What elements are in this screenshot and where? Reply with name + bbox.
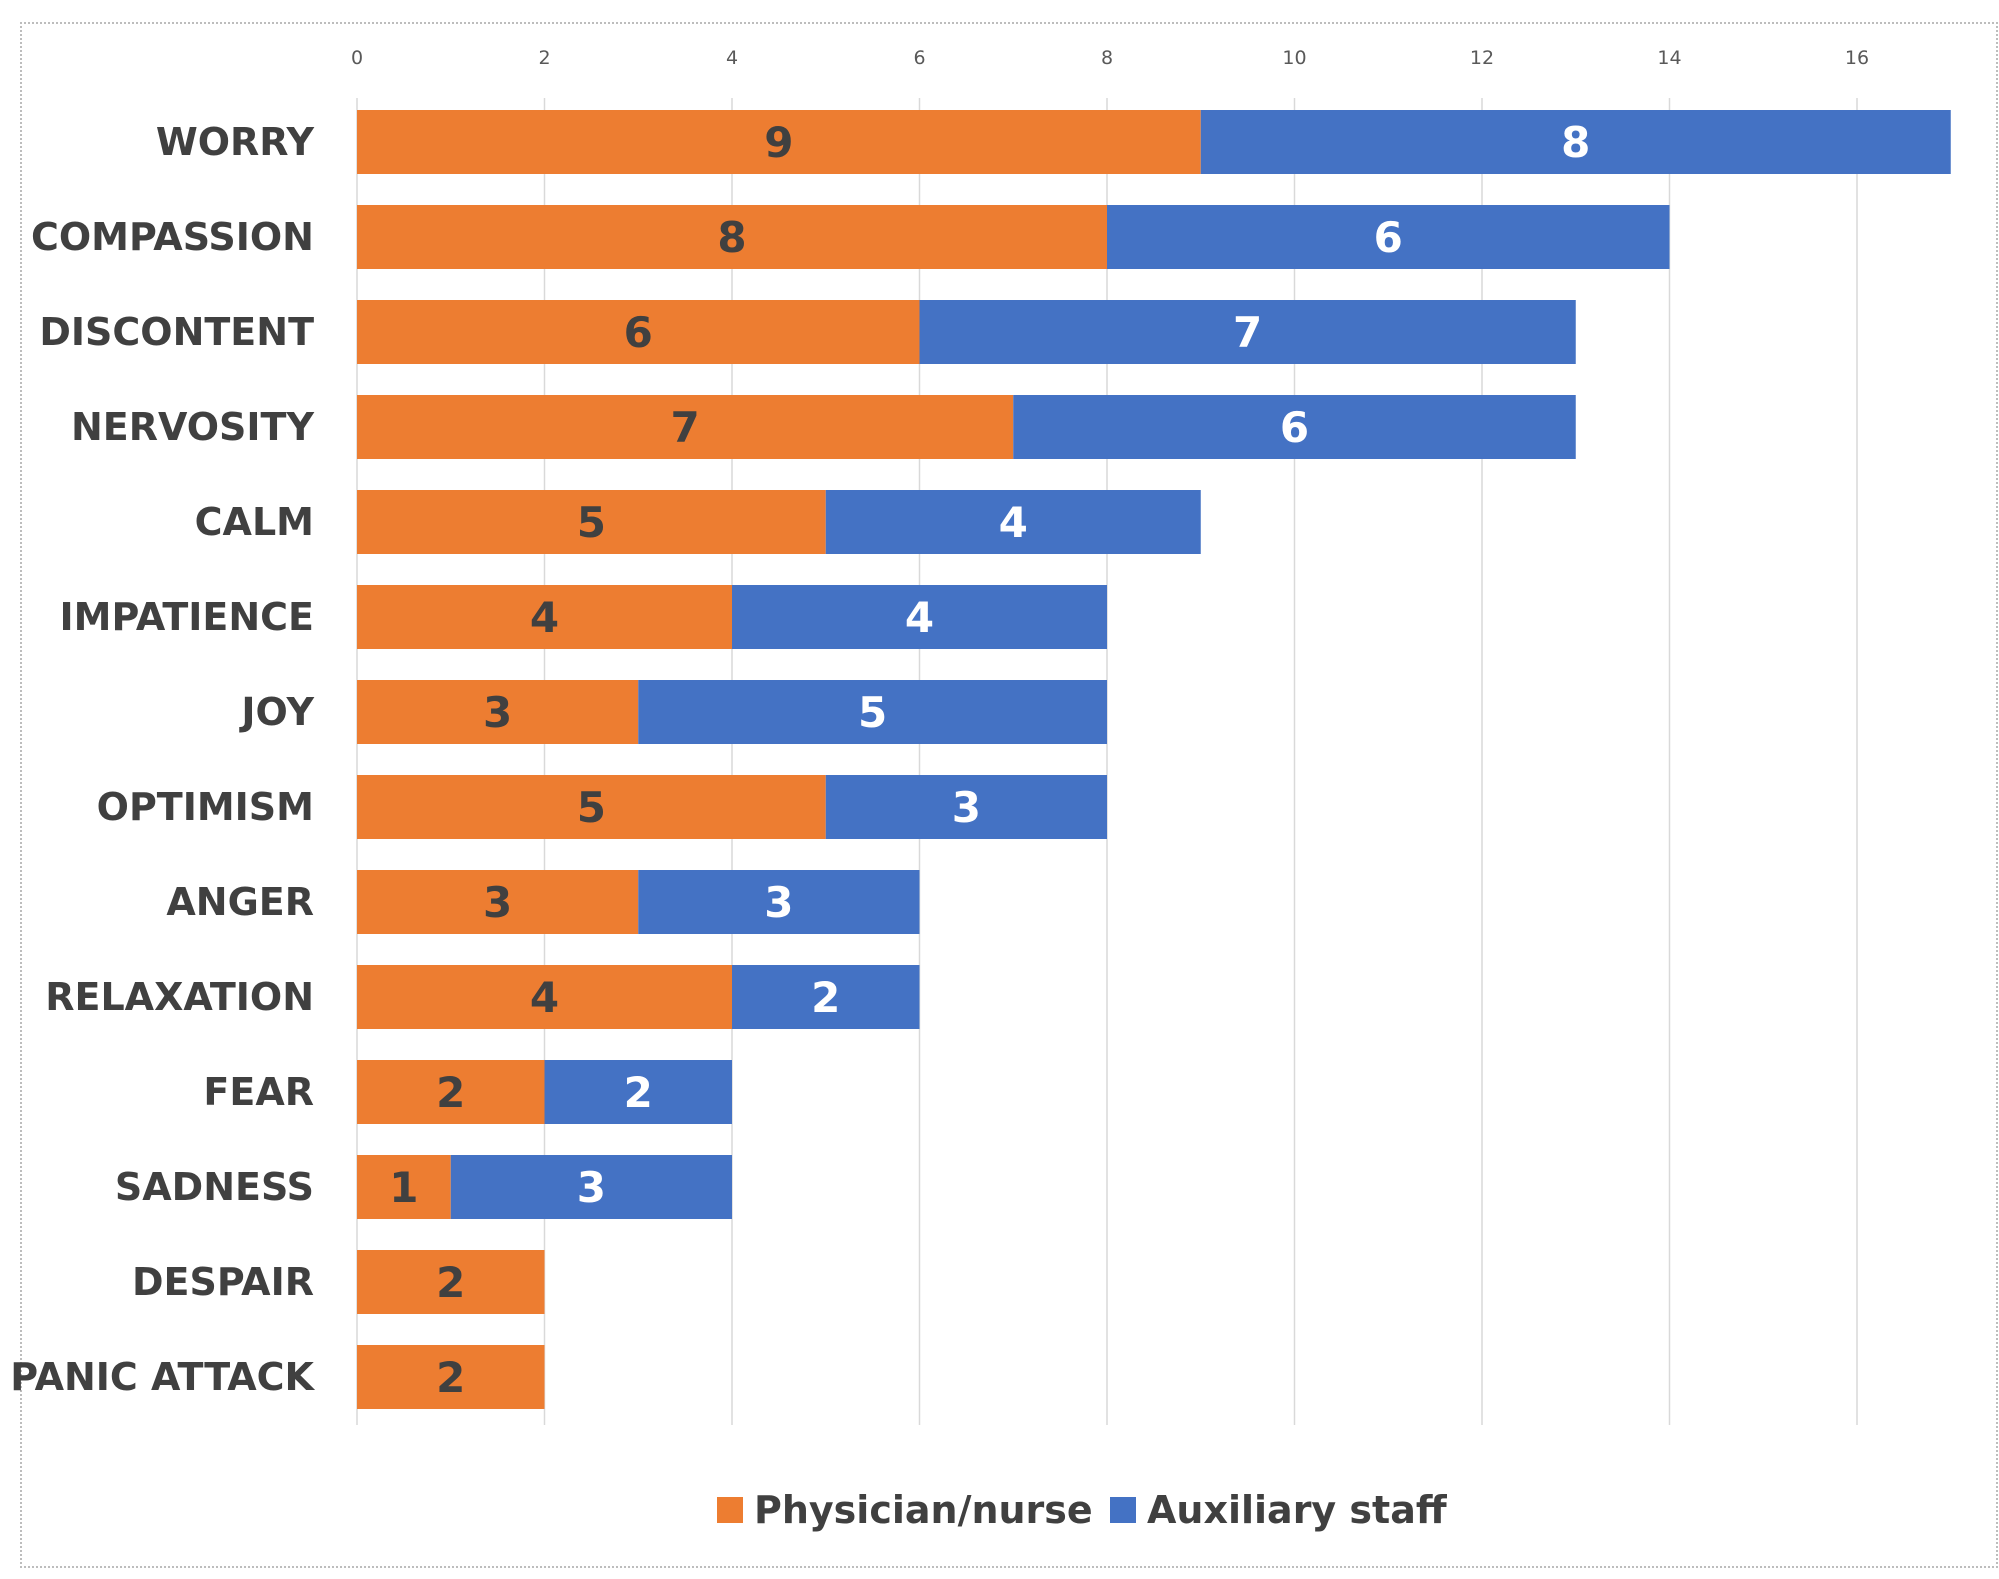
value-label-nervosity-auxiliary-staff: 6 (1280, 403, 1309, 452)
value-label-calm-auxiliary-staff: 4 (999, 498, 1028, 547)
x-axis-ticks: 0 2 4 6 8 10 12 14 16 (351, 47, 1869, 69)
x-tick-label-6: 6 (913, 47, 925, 69)
value-label-discontent-physician-nurse: 6 (624, 308, 653, 357)
value-label-compassion-auxiliary-staff: 6 (1374, 213, 1403, 262)
category-label-despair: DESPAIR (132, 1260, 314, 1304)
category-label-fear: FEAR (203, 1070, 314, 1114)
category-label-panic-attack: PANIC ATTACK (10, 1355, 315, 1399)
legend-label-auxiliary-staff[interactable]: Auxiliary staff (1147, 1488, 1448, 1532)
bar-optimism-auxiliary-staff (825, 775, 1107, 839)
legend[interactable]: Physician/nurse Auxiliary staff (717, 1488, 1448, 1532)
bar-discontent-physician-nurse (357, 300, 920, 364)
bar-sadness-auxiliary-staff (450, 1155, 732, 1219)
bar-relaxation-auxiliary-staff (732, 965, 920, 1029)
bar-worry-physician-nurse (357, 110, 1201, 174)
legend-label-physician-nurse[interactable]: Physician/nurse (754, 1488, 1093, 1532)
gridlines (356, 98, 1858, 1425)
x-tick-label-8: 8 (1101, 47, 1113, 69)
value-label-despair-physician-nurse: 2 (436, 1258, 465, 1307)
value-label-impatience-physician-nurse: 4 (530, 593, 559, 642)
bar-calm-physician-nurse (357, 490, 826, 554)
category-label-discontent: DISCONTENT (39, 310, 314, 354)
bars (357, 110, 1951, 1409)
bar-impatience-physician-nurse (357, 585, 732, 649)
bar-optimism-physician-nurse (357, 775, 826, 839)
value-label-worry-auxiliary-staff: 8 (1561, 118, 1590, 167)
bar-nervosity-auxiliary-staff (1013, 395, 1576, 459)
x-tick-label-0: 0 (351, 47, 363, 69)
legend-swatch-physician-nurse[interactable] (717, 1497, 743, 1523)
bar-nervosity-physician-nurse (357, 395, 1014, 459)
value-label-anger-auxiliary-staff: 3 (764, 878, 793, 927)
category-label-impatience: IMPATIENCE (60, 595, 314, 639)
value-label-compassion-physician-nurse: 8 (717, 213, 746, 262)
category-label-anger: ANGER (166, 880, 314, 924)
bar-panic-attack-physician-nurse (357, 1345, 545, 1409)
bar-despair-physician-nurse (357, 1250, 545, 1314)
bar-compassion-auxiliary-staff (1107, 205, 1670, 269)
x-tick-label-12: 12 (1470, 47, 1494, 69)
value-label-optimism-auxiliary-staff: 3 (952, 783, 981, 832)
value-label-discontent-auxiliary-staff: 7 (1233, 308, 1262, 357)
value-label-sadness-auxiliary-staff: 3 (577, 1163, 606, 1212)
bar-compassion-physician-nurse (357, 205, 1107, 269)
bar-fear-auxiliary-staff (544, 1060, 732, 1124)
bar-calm-auxiliary-staff (825, 490, 1201, 554)
x-tick-label-10: 10 (1282, 47, 1306, 69)
category-label-compassion: COMPASSION (31, 215, 314, 259)
bar-fear-physician-nurse (357, 1060, 545, 1124)
value-label-fear-physician-nurse: 2 (436, 1068, 465, 1117)
category-labels: WORRY COMPASSION DISCONTENT NERVOSITY CALM IM… (10, 120, 315, 1399)
bar-worry-auxiliary-staff (1200, 110, 1951, 174)
category-label-calm: CALM (195, 500, 314, 544)
category-label-relaxation: RELAXATION (45, 975, 314, 1019)
value-label-relaxation-auxiliary-staff: 2 (811, 973, 840, 1022)
value-label-sadness-physician-nurse: 1 (389, 1163, 418, 1212)
value-label-joy-auxiliary-staff: 5 (858, 688, 887, 737)
x-tick-label-16: 16 (1845, 47, 1869, 69)
category-label-optimism: OPTIMISM (97, 785, 314, 829)
value-label-nervosity-physician-nurse: 7 (671, 403, 700, 452)
x-tick-label-2: 2 (538, 47, 550, 69)
bar-relaxation-physician-nurse (357, 965, 732, 1029)
value-label-calm-physician-nurse: 5 (577, 498, 606, 547)
value-labels: 9 88 66 77 65 44 43 55 33 34 22 21 322 (389, 118, 1590, 1402)
category-label-joy: JOY (238, 690, 314, 734)
bar-sadness-physician-nurse (357, 1155, 451, 1219)
value-label-joy-physician-nurse: 3 (483, 688, 512, 737)
value-label-worry-physician-nurse: 9 (764, 118, 793, 167)
category-label-worry: WORRY (156, 120, 315, 164)
bar-joy-auxiliary-staff (638, 680, 1107, 744)
category-label-sadness: SADNESS (115, 1165, 314, 1209)
bar-discontent-auxiliary-staff (919, 300, 1576, 364)
value-label-fear-auxiliary-staff: 2 (624, 1068, 653, 1117)
value-label-optimism-physician-nurse: 5 (577, 783, 606, 832)
x-tick-label-14: 14 (1657, 47, 1681, 69)
value-label-relaxation-physician-nurse: 4 (530, 973, 559, 1022)
category-label-nervosity: NERVOSITY (71, 405, 314, 449)
value-label-impatience-auxiliary-staff: 4 (905, 593, 934, 642)
bar-joy-physician-nurse (357, 680, 639, 744)
value-label-anger-physician-nurse: 3 (483, 878, 512, 927)
value-label-panic-attack-physician-nurse: 2 (436, 1353, 465, 1402)
bar-anger-auxiliary-staff (638, 870, 920, 934)
legend-swatch-auxiliary-staff[interactable] (1110, 1497, 1136, 1523)
bar-anger-physician-nurse (357, 870, 639, 934)
bar-impatience-auxiliary-staff (732, 585, 1107, 649)
x-tick-label-4: 4 (726, 47, 738, 69)
